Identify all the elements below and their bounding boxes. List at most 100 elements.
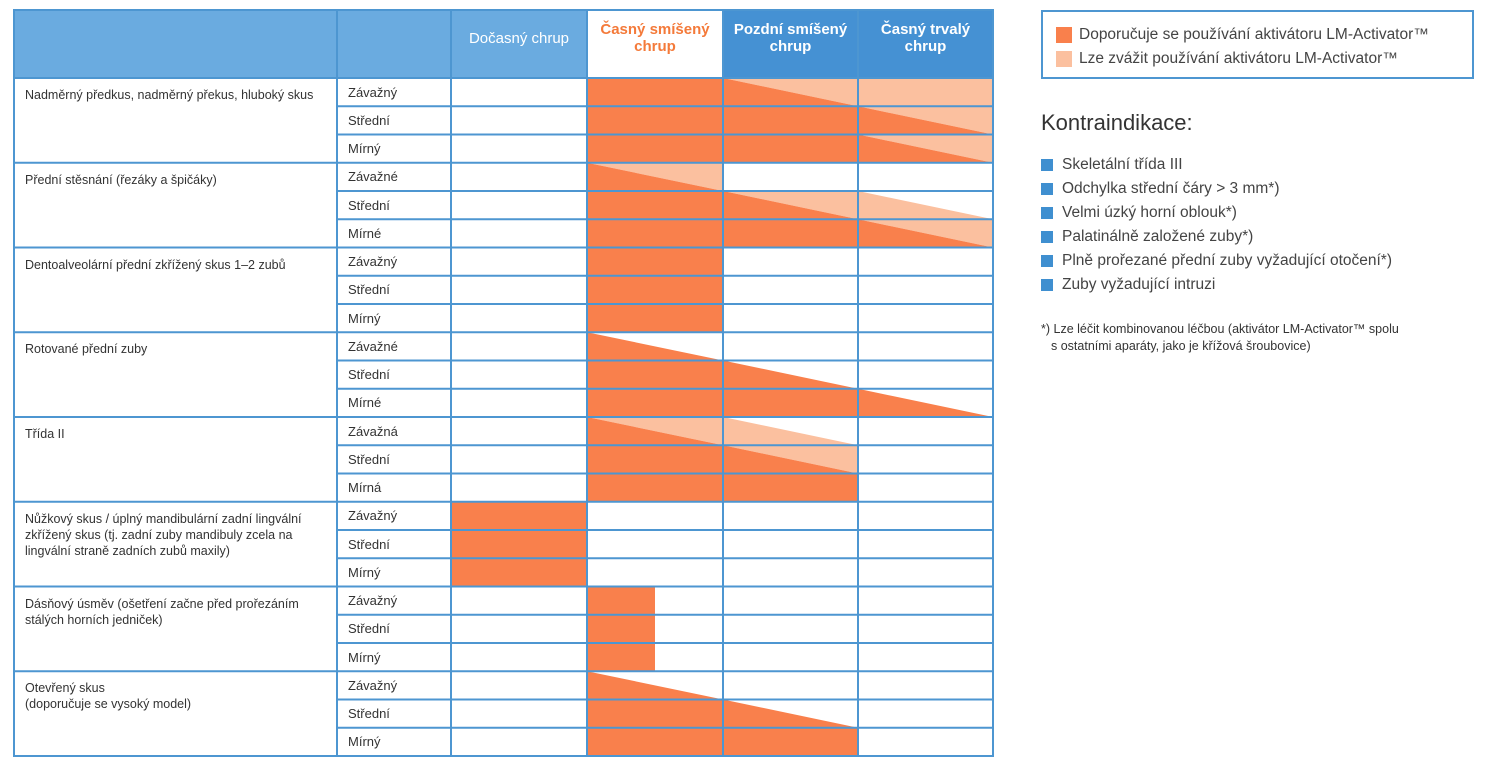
contraindication-text: Velmi úzký horní oblouk*) — [1062, 204, 1237, 221]
recommended-triangle — [723, 360, 858, 389]
recommended-cell — [587, 699, 723, 728]
column-header-cell — [451, 10, 587, 78]
severity-label: Střední — [348, 536, 390, 552]
footnote: *) Lze léčit kombinovanou léčbou (aktivá… — [1041, 321, 1481, 355]
recommended-cell — [587, 727, 723, 756]
recommended-triangle — [723, 191, 858, 220]
recommended-cell — [587, 586, 655, 615]
severity-label: Mírný — [348, 564, 381, 580]
recommended-cell — [587, 78, 723, 107]
recommended-cell — [587, 134, 723, 163]
column-header-cell — [587, 10, 723, 78]
severity-label: Závažné — [348, 169, 398, 185]
recommended-cell — [587, 106, 723, 135]
contraindication-text: Zuby vyžadující intruzi — [1062, 276, 1216, 293]
recommended-cell — [587, 388, 723, 417]
square-bullet-icon — [1041, 231, 1053, 243]
recommended-cell — [587, 304, 723, 333]
recommended-cell — [451, 530, 587, 559]
recommended-cell — [451, 558, 587, 587]
indication-grid — [13, 9, 994, 757]
recommended-cell — [451, 501, 587, 530]
square-bullet-icon — [1041, 255, 1053, 267]
contraindication-item: Skeletální třída III — [1041, 153, 1392, 177]
considered-triangle — [858, 191, 993, 220]
recommended-cell — [587, 275, 723, 304]
recommended-triangle — [723, 699, 858, 728]
severity-label: Mírný — [348, 649, 381, 665]
column-header-cell — [723, 10, 858, 78]
considered-swatch — [1056, 51, 1072, 67]
recommended-cell — [587, 445, 723, 474]
grid-outer-border — [13, 9, 994, 757]
column-header-label: Pozdní smíšený chrup — [733, 21, 848, 55]
category-label: Dásňový úsměv (ošetření začne před proře… — [25, 596, 299, 627]
recommended-triangle — [723, 78, 858, 107]
category-label: Nůžkový skus / úplný mandibulární zadní … — [25, 511, 302, 558]
header-blank-cell — [14, 10, 451, 78]
contraindication-text: Plně prořezané přední zuby vyžadující ot… — [1062, 252, 1392, 269]
recommended-cell — [723, 388, 858, 417]
square-bullet-icon — [1041, 183, 1053, 195]
recommended-triangle — [587, 162, 723, 191]
recommended-cell — [587, 247, 723, 276]
category-label: Rotované přední zuby — [25, 342, 148, 357]
contraindications-title: Kontraindikace: — [1041, 110, 1193, 135]
recommended-triangle — [723, 445, 858, 474]
severity-label: Závažný — [348, 593, 398, 609]
recommended-triangle — [858, 106, 993, 135]
recommended-cell — [723, 219, 858, 248]
contraindications-list: Skeletální třída III Odchylka střední čá… — [1041, 153, 1392, 297]
severity-label: Závažný — [348, 254, 398, 270]
recommended-cell — [587, 614, 655, 643]
contraindication-text: Odchylka střední čáry > 3 mm*) — [1062, 180, 1280, 197]
recommended-triangle — [858, 219, 993, 248]
category-label: Třída II — [25, 427, 65, 441]
severity-label: Závažný — [348, 508, 398, 524]
category-label: Nadměrný předkus, nadměrný překus, hlubo… — [25, 88, 314, 102]
recommended-triangle — [587, 671, 723, 700]
footnote-line-1: *) Lze léčit kombinovanou léčbou (aktivá… — [1041, 322, 1399, 336]
recommended-cell — [587, 219, 723, 248]
severity-label: Střední — [348, 621, 390, 637]
recommended-cell — [587, 191, 723, 220]
footnote-line-2: s ostatními aparáty, jako je křížová šro… — [1051, 339, 1311, 353]
legend-considered: Lze zvážit používání aktivátoru LM-Activ… — [1056, 47, 1460, 71]
severity-label: Střední — [348, 706, 390, 722]
category-label: Dentoalveolární přední zkřížený skus 1–2… — [25, 257, 286, 272]
legend-recommended: Doporučuje se používání aktivátoru LM-Ac… — [1056, 23, 1460, 47]
severity-label: Mírný — [348, 141, 381, 157]
column-header-label: Časný trvalý chrup — [880, 21, 971, 55]
legend-recommended-label: Doporučuje se používání aktivátoru LM-Ac… — [1079, 26, 1429, 43]
contraindication-text: Skeletální třída III — [1062, 156, 1183, 173]
legend-box: Doporučuje se používání aktivátoru LM-Ac… — [1041, 10, 1474, 79]
recommended-cell — [587, 643, 655, 672]
recommended-cell — [723, 134, 858, 163]
recommended-cell — [587, 473, 723, 502]
recommended-triangle — [858, 134, 993, 163]
square-bullet-icon — [1041, 279, 1053, 291]
severity-label: Závažný — [348, 84, 398, 100]
recommended-cell — [723, 106, 858, 135]
column-header-cell — [858, 10, 993, 78]
column-header-label: Dočasný chrup — [468, 29, 570, 47]
category-label: Otevřený skus (doporučuje se vysoký mode… — [25, 681, 192, 712]
severity-label: Mírné — [348, 395, 382, 411]
square-bullet-icon — [1041, 207, 1053, 219]
category-label: Přední stěsnání (řezáky a špičáky) — [25, 172, 217, 187]
severity-label: Střední — [348, 197, 390, 213]
recommended-triangle — [587, 417, 723, 446]
recommended-triangle — [858, 388, 993, 417]
square-bullet-icon — [1041, 159, 1053, 171]
contraindication-item: Odchylka střední čáry > 3 mm*) — [1041, 177, 1392, 201]
severity-label: Střední — [348, 112, 390, 128]
severity-label: Mírné — [348, 225, 382, 241]
considered-cell — [858, 78, 993, 107]
recommended-cell — [723, 727, 858, 756]
severity-label: Střední — [348, 367, 390, 383]
recommended-cell — [587, 360, 723, 389]
legend-considered-label: Lze zvážit používání aktivátoru LM-Activ… — [1079, 50, 1398, 67]
severity-label: Závažný — [348, 677, 398, 693]
severity-label: Závažná — [348, 423, 398, 439]
severity-label: Střední — [348, 451, 390, 467]
